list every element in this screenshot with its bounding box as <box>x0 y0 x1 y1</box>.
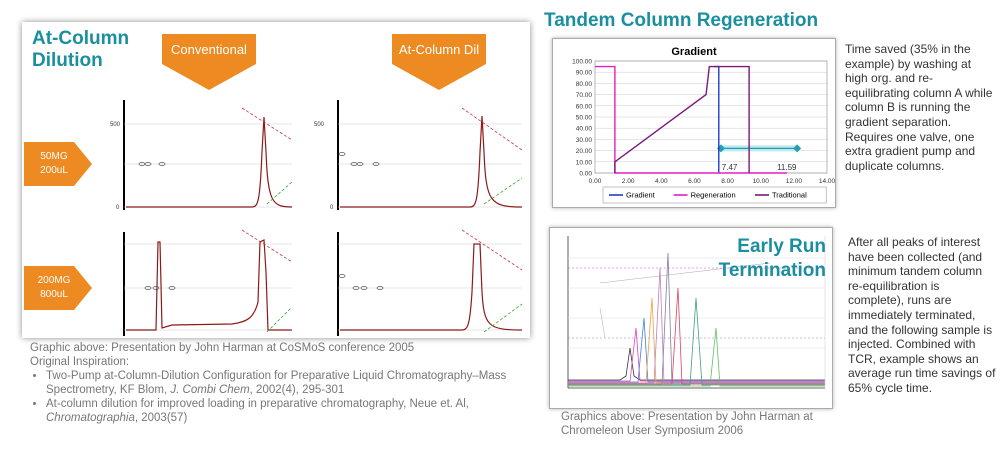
legend-label: Traditional <box>772 191 807 200</box>
y-tick-label: 0.00 <box>579 171 592 178</box>
gradient-chart-box: Gradient 0.00 10.00 20.00 30.00 40.00 50.00 60.… <box>552 38 836 208</box>
svg-text:0: 0 <box>330 205 334 211</box>
plot-acd-50mg: 500 0 <box>314 100 523 211</box>
at-column-dil-arrow: At-Column Dil <box>392 34 486 90</box>
y-tick-label: 90.00 <box>576 70 593 77</box>
row1-mass-label: 50MG <box>40 151 68 162</box>
svg-text:500: 500 <box>314 122 325 128</box>
y-tick-label: 20.00 <box>576 148 593 155</box>
plot-acd-200mg <box>337 229 523 336</box>
x-tick-label: 2.00 <box>622 178 635 185</box>
plot-conventional-50mg: 500 0 <box>110 100 293 211</box>
row1-volume-label: 200uL <box>40 165 68 176</box>
annotation-label: 11.59 <box>777 163 797 172</box>
series-line-regeneration <box>595 65 788 174</box>
row1-load-arrow: 50MG 200uL <box>24 142 92 186</box>
y-tick-label: 40.00 <box>576 126 593 133</box>
presentation-credit: Graphic above: Presentation by John Harm… <box>30 342 415 354</box>
at-column-dilution-panel: At-Column Dilution Conventional At-Colum… <box>22 22 530 338</box>
y-tick-label: 10.00 <box>576 159 593 166</box>
y-tick-label: 100.00 <box>572 59 592 66</box>
y-tick-label: 80.00 <box>576 81 593 88</box>
x-tick-label: 8.00 <box>721 178 734 185</box>
legend-label: Regeneration <box>691 191 736 200</box>
early-run-chromatogram <box>550 228 832 408</box>
y-tick-label: 60.00 <box>576 103 593 110</box>
x-tick-label: 0.00 <box>589 178 602 185</box>
reference-item: At-column dilution for improved loading … <box>46 397 520 425</box>
x-tick-label: 4.00 <box>655 178 668 185</box>
left-caption: Graphic above: Presentation by John Harm… <box>30 341 520 425</box>
axis-top-label: 500 <box>110 122 121 128</box>
inspiration-heading: Original Inspiration: <box>30 356 130 368</box>
x-tick-label: 14.00 <box>819 178 835 185</box>
tandem-column-regeneration-title: Tandem Column Regeneration <box>544 10 819 31</box>
right-caption: Graphics above: Presentation by John Har… <box>561 411 813 437</box>
annotation-label: 7.47 <box>722 163 738 172</box>
conventional-arrow: Conventional <box>162 34 256 90</box>
chromatogram-grid: 500 0 500 0 <box>110 100 523 336</box>
series-line-traditional <box>614 65 750 173</box>
axis-zero-label: 0 <box>116 205 120 211</box>
plot-conventional-200mg <box>123 229 293 336</box>
conventional-label: Conventional <box>171 42 247 57</box>
chart-title: Gradient <box>671 46 717 58</box>
x-tick-label: 12.00 <box>786 178 803 185</box>
tcr-description: Time saved (35% in the example) by washi… <box>845 42 993 173</box>
legend-label: Gradient <box>626 191 656 200</box>
at-column-dilution-title: At-Column Dilution <box>32 28 130 71</box>
x-tick-label: 6.00 <box>688 178 701 185</box>
row2-load-arrow: 200MG 800uL <box>24 266 92 310</box>
y-tick-label: 70.00 <box>576 92 593 99</box>
reference-item: Two-Pump at-Column-Dilution Configuratio… <box>46 369 520 397</box>
span-marker <box>793 144 802 153</box>
gradient-chart: Gradient 0.00 10.00 20.00 30.00 40.00 50.00 60.… <box>572 46 836 204</box>
early-run-chromatogram-box <box>549 227 833 409</box>
row2-mass-label: 200MG <box>37 275 71 286</box>
series-line-gradient <box>714 65 720 173</box>
reference-list: Two-Pump at-Column-Dilution Configuratio… <box>30 369 520 425</box>
legend-box <box>602 186 827 204</box>
row2-volume-label: 800uL <box>40 289 68 300</box>
at-column-dil-label: At-Column Dil <box>398 42 480 57</box>
y-tick-label: 50.00 <box>576 115 593 122</box>
x-tick-label: 10.00 <box>753 178 770 185</box>
early-run-termination-title: Early Run Termination <box>718 236 826 281</box>
ert-description: After all peaks of interest have been co… <box>848 235 996 395</box>
y-tick-label: 30.00 <box>576 137 593 144</box>
